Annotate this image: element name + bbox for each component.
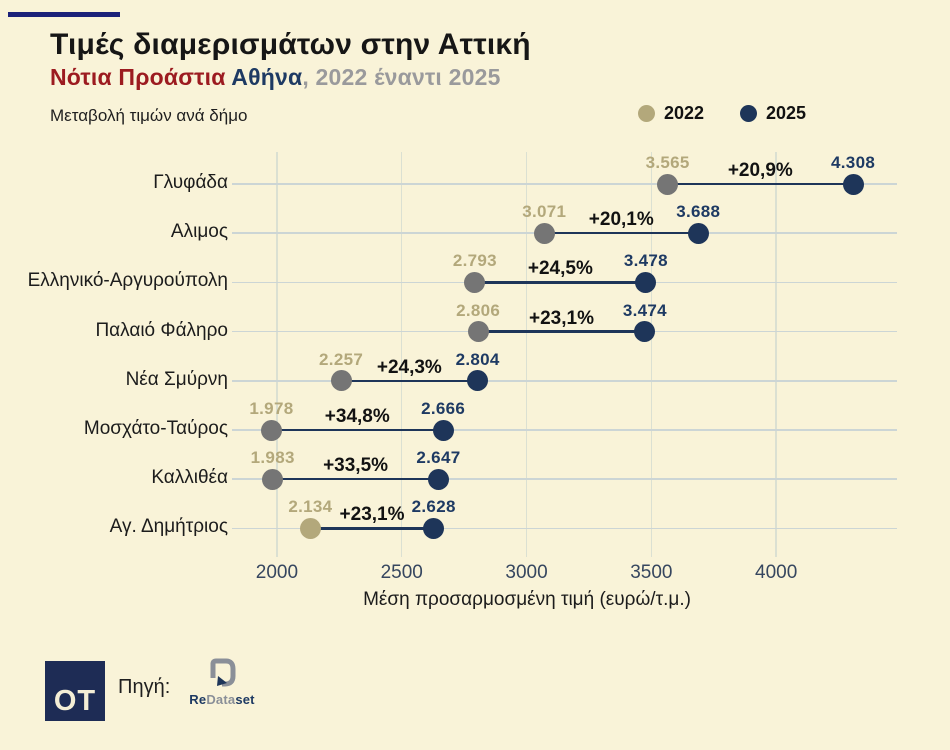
value-label-2022: 1.983 xyxy=(250,448,295,468)
legend-label-2022: 2022 xyxy=(664,103,705,123)
value-label-2022: 2.257 xyxy=(319,349,364,369)
dot-2025 xyxy=(634,321,656,343)
pct-change-label: +24,5% xyxy=(527,258,593,280)
dot-2025 xyxy=(687,222,709,244)
value-label-2022: 1.978 xyxy=(249,399,294,418)
gridline-vertical xyxy=(525,152,528,557)
dumbbell-connector xyxy=(310,527,434,530)
dot-2022 xyxy=(330,370,352,392)
redataset-wordmark-set: set xyxy=(235,692,255,707)
row-guide-line xyxy=(232,478,897,480)
dot-2022 xyxy=(262,468,284,490)
dumbbell-connector xyxy=(272,477,439,481)
legend-item-2025: 2025 xyxy=(740,103,806,124)
dot-2025 xyxy=(432,419,454,441)
value-label-2025: 3.688 xyxy=(676,202,721,222)
dumbbell-connector xyxy=(474,281,646,284)
x-tick-label: 3000 xyxy=(505,562,548,583)
dot-2022 xyxy=(464,271,486,293)
value-label-2025: 2.647 xyxy=(416,448,461,468)
value-label-2022: 2.793 xyxy=(452,251,497,271)
legend-dot-2022-icon xyxy=(638,105,655,122)
value-label-2022: 2.806 xyxy=(456,300,501,320)
value-label-2022: 3.071 xyxy=(522,202,567,222)
pct-change-label: +34,8% xyxy=(324,406,390,427)
dot-2025 xyxy=(467,370,489,392)
category-label: Αλιμος xyxy=(170,221,228,243)
redataset-wordmark-re: Re xyxy=(189,692,207,707)
value-label-2025: 3.474 xyxy=(622,300,667,320)
dot-2025 xyxy=(635,271,657,293)
subtitle-years: , 2022 έναντι 2025 xyxy=(302,64,501,90)
dot-2022 xyxy=(260,419,282,441)
page-title: Τιμές διαμερισμάτων στην Αττική xyxy=(50,28,531,61)
dot-2022 xyxy=(467,321,489,343)
pct-change-label: +23,1% xyxy=(339,504,405,526)
gridline-vertical xyxy=(650,152,653,557)
chart-subtitle: Νότια Προάστια Αθήνα, 2022 έναντι 2025 xyxy=(50,64,501,91)
pct-change-label: +24,3% xyxy=(376,356,442,378)
redataset-logo-icon xyxy=(204,655,240,696)
ot-logo-text: OT xyxy=(53,685,97,717)
category-label: Καλλιθέα xyxy=(151,467,228,489)
subtitle-region: Νότια Προάστια xyxy=(50,64,226,90)
pct-change-label: +33,5% xyxy=(323,455,389,477)
x-tick-label: 2500 xyxy=(380,562,423,583)
dumbbell-connector xyxy=(341,379,478,383)
value-label-2025: 2.666 xyxy=(421,399,466,418)
redataset-wordmark: ReDataset xyxy=(172,692,272,707)
gridline-vertical xyxy=(400,152,403,557)
category-label: Παλαιό Φάληρο xyxy=(95,319,228,341)
dumbbell-connector xyxy=(667,182,854,186)
row-guide-line xyxy=(232,527,897,530)
dot-2022 xyxy=(533,222,555,244)
category-label: Ελληνικό-Αργυρούπολη xyxy=(27,270,228,292)
gridline-vertical xyxy=(775,152,777,557)
row-guide-line xyxy=(232,429,897,431)
dot-2025 xyxy=(842,173,864,195)
category-label: Μοσχάτο-Ταύρος xyxy=(83,418,228,439)
dumbbell-connector xyxy=(544,231,699,235)
pct-change-label: +23,1% xyxy=(529,307,594,329)
dot-2025 xyxy=(423,517,445,539)
ot-logo: OT xyxy=(45,661,105,721)
category-label: Νέα Σμύρνη xyxy=(125,368,228,390)
chart-description: Μεταβολή τιμών ανά δήμο xyxy=(50,106,248,125)
legend-dot-2025-icon xyxy=(740,105,757,122)
redataset-wordmark-data: Data xyxy=(206,692,236,707)
value-label-2025: 2.628 xyxy=(411,497,456,517)
legend-label-2025: 2025 xyxy=(766,103,807,123)
x-tick-label: 3500 xyxy=(630,562,673,583)
value-label-2022: 2.134 xyxy=(288,497,333,517)
category-label: Γλυφάδα xyxy=(153,172,228,193)
source-label: Πηγή: xyxy=(118,676,171,698)
dumbbell-connector xyxy=(271,428,444,432)
x-tick-label: 2000 xyxy=(255,562,299,583)
pct-change-label: +20,9% xyxy=(727,160,793,181)
subtitle-city: Αθήνα xyxy=(225,64,303,90)
dumbbell-connector xyxy=(478,330,645,333)
category-label: Αγ. Δημήτριος xyxy=(109,516,228,538)
row-guide-line xyxy=(232,380,897,382)
row-guide-line xyxy=(232,183,897,185)
accent-bar xyxy=(8,12,120,17)
value-label-2025: 4.308 xyxy=(831,153,876,172)
pct-change-label: +20,1% xyxy=(588,209,654,231)
legend-item-2022: 2022 xyxy=(638,103,704,124)
gridline-vertical xyxy=(276,152,278,557)
dot-2022 xyxy=(299,517,321,539)
dot-2022 xyxy=(657,173,679,195)
x-axis-title: Μέση προσαρμοσμένη τιμή (ευρώ/τ.μ.) xyxy=(363,589,691,610)
x-tick-label: 4000 xyxy=(755,562,798,583)
dot-2025 xyxy=(427,468,449,490)
value-label-2022: 3.565 xyxy=(645,153,690,172)
value-label-2025: 3.478 xyxy=(623,251,668,271)
value-label-2025: 2.804 xyxy=(455,349,500,369)
